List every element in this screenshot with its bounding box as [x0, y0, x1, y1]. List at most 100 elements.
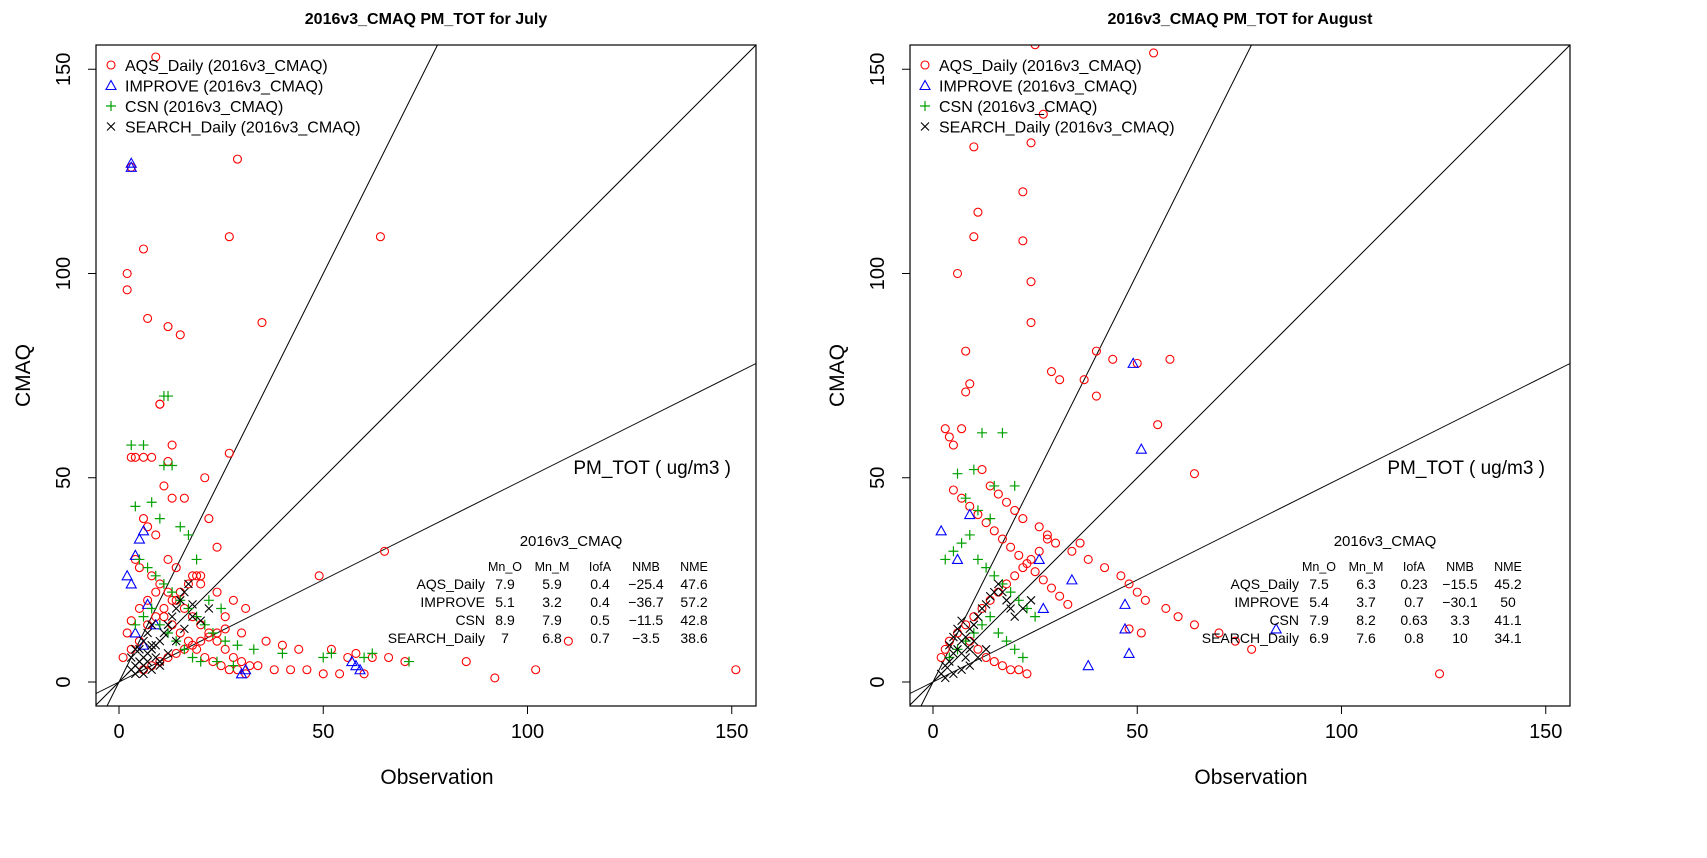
data-point — [1063, 599, 1073, 609]
stats-header: Mn_M — [1349, 560, 1384, 574]
data-point — [154, 619, 165, 630]
data-point — [286, 665, 296, 675]
data-point — [207, 627, 218, 638]
stats-cell: 7 — [501, 630, 509, 646]
stats-cell: −30.1 — [1442, 594, 1478, 610]
data-point — [1026, 138, 1036, 148]
data-point — [965, 661, 975, 671]
data-point — [167, 587, 178, 598]
data-point — [239, 663, 252, 675]
data-point — [163, 649, 173, 658]
legend-label: CSN (2016v3_CMAQ) — [125, 99, 283, 116]
data-point — [960, 493, 971, 504]
stats-network-label: IMPROVE — [1234, 594, 1299, 610]
y-tick-label: 0 — [53, 676, 75, 687]
data-point — [1038, 109, 1048, 119]
data-point — [122, 268, 132, 279]
stats-cell: 8.9 — [495, 612, 515, 628]
data-point — [993, 587, 1003, 597]
data-point — [1046, 583, 1057, 593]
data-point — [1116, 571, 1126, 581]
stats-network-label: CSN — [1269, 612, 1299, 628]
data-point — [212, 542, 222, 552]
data-point — [973, 612, 983, 622]
chart-title: 2016v3_CMAQ PM_TOT for July — [305, 11, 548, 28]
data-point — [1247, 644, 1257, 654]
series-2 — [126, 391, 415, 671]
data-point — [220, 636, 231, 647]
data-point — [184, 579, 193, 589]
data-point — [150, 570, 161, 581]
data-point — [220, 624, 230, 634]
data-point — [1051, 538, 1061, 548]
stats-cell: −36.7 — [628, 594, 664, 610]
data-point — [1022, 669, 1032, 679]
data-point — [1434, 669, 1445, 679]
data-point — [490, 673, 500, 683]
data-point — [1046, 366, 1057, 377]
data-point — [345, 655, 358, 667]
data-point — [269, 665, 279, 675]
data-point — [989, 570, 1000, 581]
data-point — [965, 379, 975, 389]
data-point — [1165, 354, 1175, 364]
data-point — [1042, 530, 1052, 540]
chart-title: 2016v3_CMAQ PM_TOT for August — [1108, 11, 1374, 28]
data-point — [940, 673, 950, 683]
data-point — [1018, 187, 1028, 197]
data-point — [969, 232, 979, 242]
data-point — [183, 579, 193, 589]
data-point — [241, 603, 251, 614]
data-point — [1037, 602, 1050, 614]
stats-cell: 0.4 — [590, 576, 610, 592]
data-point — [151, 52, 161, 62]
stats-cell: 42.8 — [680, 612, 707, 628]
data-point — [1230, 636, 1240, 646]
data-point — [158, 578, 169, 589]
data-point — [151, 530, 161, 540]
y-axis-title: CMAQ — [826, 344, 849, 407]
y-tick-label: 0 — [867, 676, 889, 687]
data-point — [318, 669, 328, 679]
stats-cell: 50 — [1500, 594, 1516, 610]
data-point — [964, 529, 975, 540]
data-point — [1005, 587, 1016, 598]
series-3 — [126, 579, 214, 679]
data-point — [384, 652, 394, 663]
data-point — [1030, 611, 1041, 622]
data-point — [155, 661, 165, 671]
data-point — [137, 524, 150, 536]
data-point — [138, 611, 149, 622]
data-point — [949, 669, 958, 679]
data-point — [1018, 236, 1028, 246]
data-point — [212, 636, 222, 646]
x-tick-label: 50 — [312, 721, 334, 743]
data-point — [1136, 628, 1146, 638]
data-point — [179, 644, 190, 655]
data-point — [948, 440, 958, 450]
stats-cell: 7.5 — [1309, 576, 1329, 592]
data-point — [159, 628, 169, 638]
species-label: PM_TOT ( ug/m3 ) — [1387, 458, 1545, 479]
data-point — [935, 524, 948, 536]
data-point — [187, 640, 198, 650]
data-point — [224, 665, 234, 675]
data-point — [277, 648, 288, 659]
data-point — [1014, 550, 1024, 560]
stats-cell: −15.5 — [1442, 576, 1478, 592]
data-point — [216, 661, 226, 671]
data-point — [159, 612, 169, 622]
data-point — [1083, 554, 1093, 565]
data-point — [125, 577, 138, 589]
data-point — [183, 529, 194, 540]
data-point — [248, 644, 259, 655]
stats-cell: −11.5 — [629, 612, 664, 628]
data-point — [216, 603, 227, 614]
data-point — [969, 620, 979, 630]
data-point — [159, 481, 169, 491]
data-point — [232, 154, 243, 164]
legend-marker — [920, 122, 930, 131]
data-point — [1067, 546, 1077, 556]
data-point — [1006, 665, 1016, 675]
